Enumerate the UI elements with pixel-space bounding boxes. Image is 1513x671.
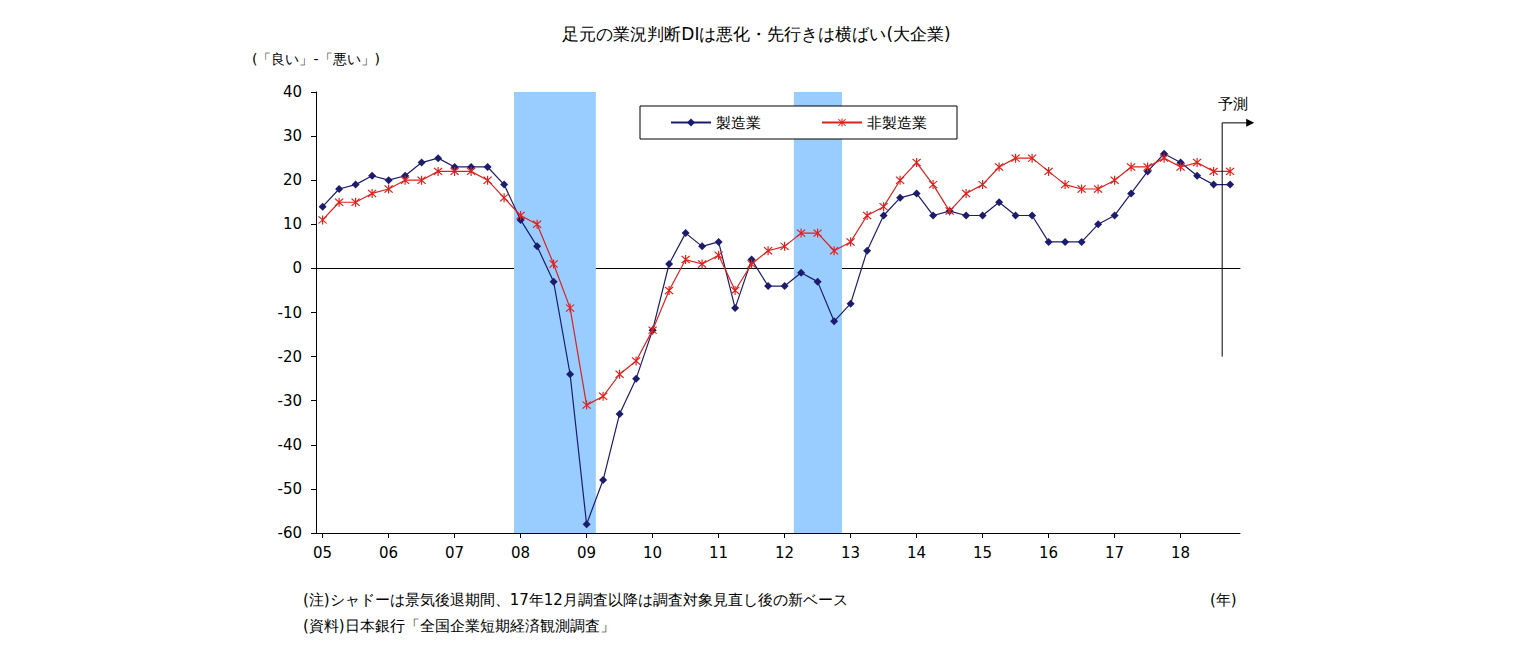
svg-text:30: 30 xyxy=(283,127,302,145)
svg-text:17: 17 xyxy=(1105,544,1124,562)
svg-text:0: 0 xyxy=(292,259,302,277)
svg-text:非製造業: 非製造業 xyxy=(867,114,927,132)
svg-text:-60: -60 xyxy=(278,524,303,542)
svg-text:-50: -50 xyxy=(278,480,303,498)
svg-text:-30: -30 xyxy=(278,392,303,410)
svg-text:16: 16 xyxy=(1039,544,1058,562)
svg-text:(年): (年) xyxy=(1210,591,1237,609)
svg-text:20: 20 xyxy=(283,171,302,189)
svg-text:11: 11 xyxy=(709,544,728,562)
svg-text:-40: -40 xyxy=(278,436,303,454)
svg-text:12: 12 xyxy=(775,544,794,562)
svg-text:足元の業況判断DIは悪化・先行きは横ばい(大企業): 足元の業況判断DIは悪化・先行きは横ばい(大企業) xyxy=(562,24,950,44)
svg-text:40: 40 xyxy=(283,83,302,101)
svg-text:07: 07 xyxy=(445,544,464,562)
svg-text:10: 10 xyxy=(283,215,302,233)
svg-text:-20: -20 xyxy=(278,348,303,366)
svg-text:18: 18 xyxy=(1171,544,1190,562)
svg-text:06: 06 xyxy=(379,544,398,562)
svg-text:13: 13 xyxy=(841,544,860,562)
svg-text:05: 05 xyxy=(313,544,332,562)
svg-text:-10: -10 xyxy=(278,304,303,322)
svg-text:予測: 予測 xyxy=(1218,95,1248,113)
svg-text:(「良い」-「悪い」): (「良い」-「悪い」) xyxy=(252,51,380,67)
svg-text:14: 14 xyxy=(907,544,926,562)
svg-text:08: 08 xyxy=(511,544,530,562)
svg-text:09: 09 xyxy=(577,544,596,562)
svg-text:(注)シャドーは景気後退期間、17年12月調査以降は調査対象: (注)シャドーは景気後退期間、17年12月調査以降は調査対象見直し後の新ベース xyxy=(303,591,848,609)
svg-text:(資料)日本銀行「全国企業短期経済観測調査」: (資料)日本銀行「全国企業短期経済観測調査」 xyxy=(303,617,615,635)
svg-text:15: 15 xyxy=(973,544,992,562)
svg-text:10: 10 xyxy=(643,544,662,562)
svg-text:製造業: 製造業 xyxy=(716,114,761,132)
